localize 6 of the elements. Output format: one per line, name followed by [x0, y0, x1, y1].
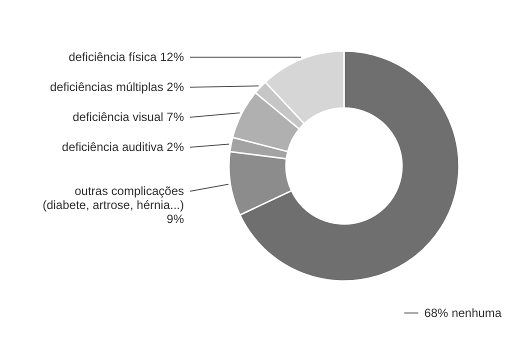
slice-label: deficiência auditiva 2%: [62, 140, 184, 154]
slice-label: 68% nenhuma: [424, 306, 502, 320]
slice-label: deficiência visual 7%: [72, 110, 184, 124]
slice-label: outras complicações (diabete, artrose, hérnia...) 9%: [42, 184, 184, 226]
slice-label: deficiência física 12%: [68, 50, 184, 64]
slice-label: deficiências múltiplas 2%: [50, 80, 184, 94]
